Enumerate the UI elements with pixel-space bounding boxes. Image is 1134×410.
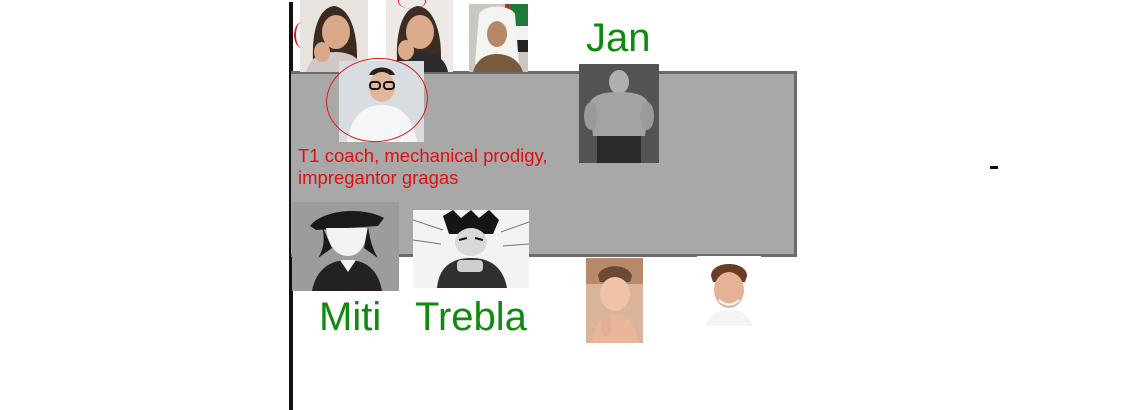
photo-man-ghutra [469,4,528,72]
label-miti: Miti [319,295,382,339]
photo-manga-character [413,210,529,288]
photo-young-man-selfie [586,258,643,343]
dash-mark [990,166,998,169]
photo-young-man-portrait [697,256,761,326]
caption-line-2: impregantor gragas [298,167,459,188]
label-jan: Jan [586,16,651,60]
photo-anime-character [292,202,399,291]
photo-muscular-man [579,64,659,163]
photo-man-glasses [339,61,424,142]
photo-woman-1 [300,0,368,72]
red-scribble-1 [294,22,310,48]
label-trebla: Trebla [415,295,527,339]
caption-line-1: T1 coach, mechanical prodigy, [298,145,548,166]
